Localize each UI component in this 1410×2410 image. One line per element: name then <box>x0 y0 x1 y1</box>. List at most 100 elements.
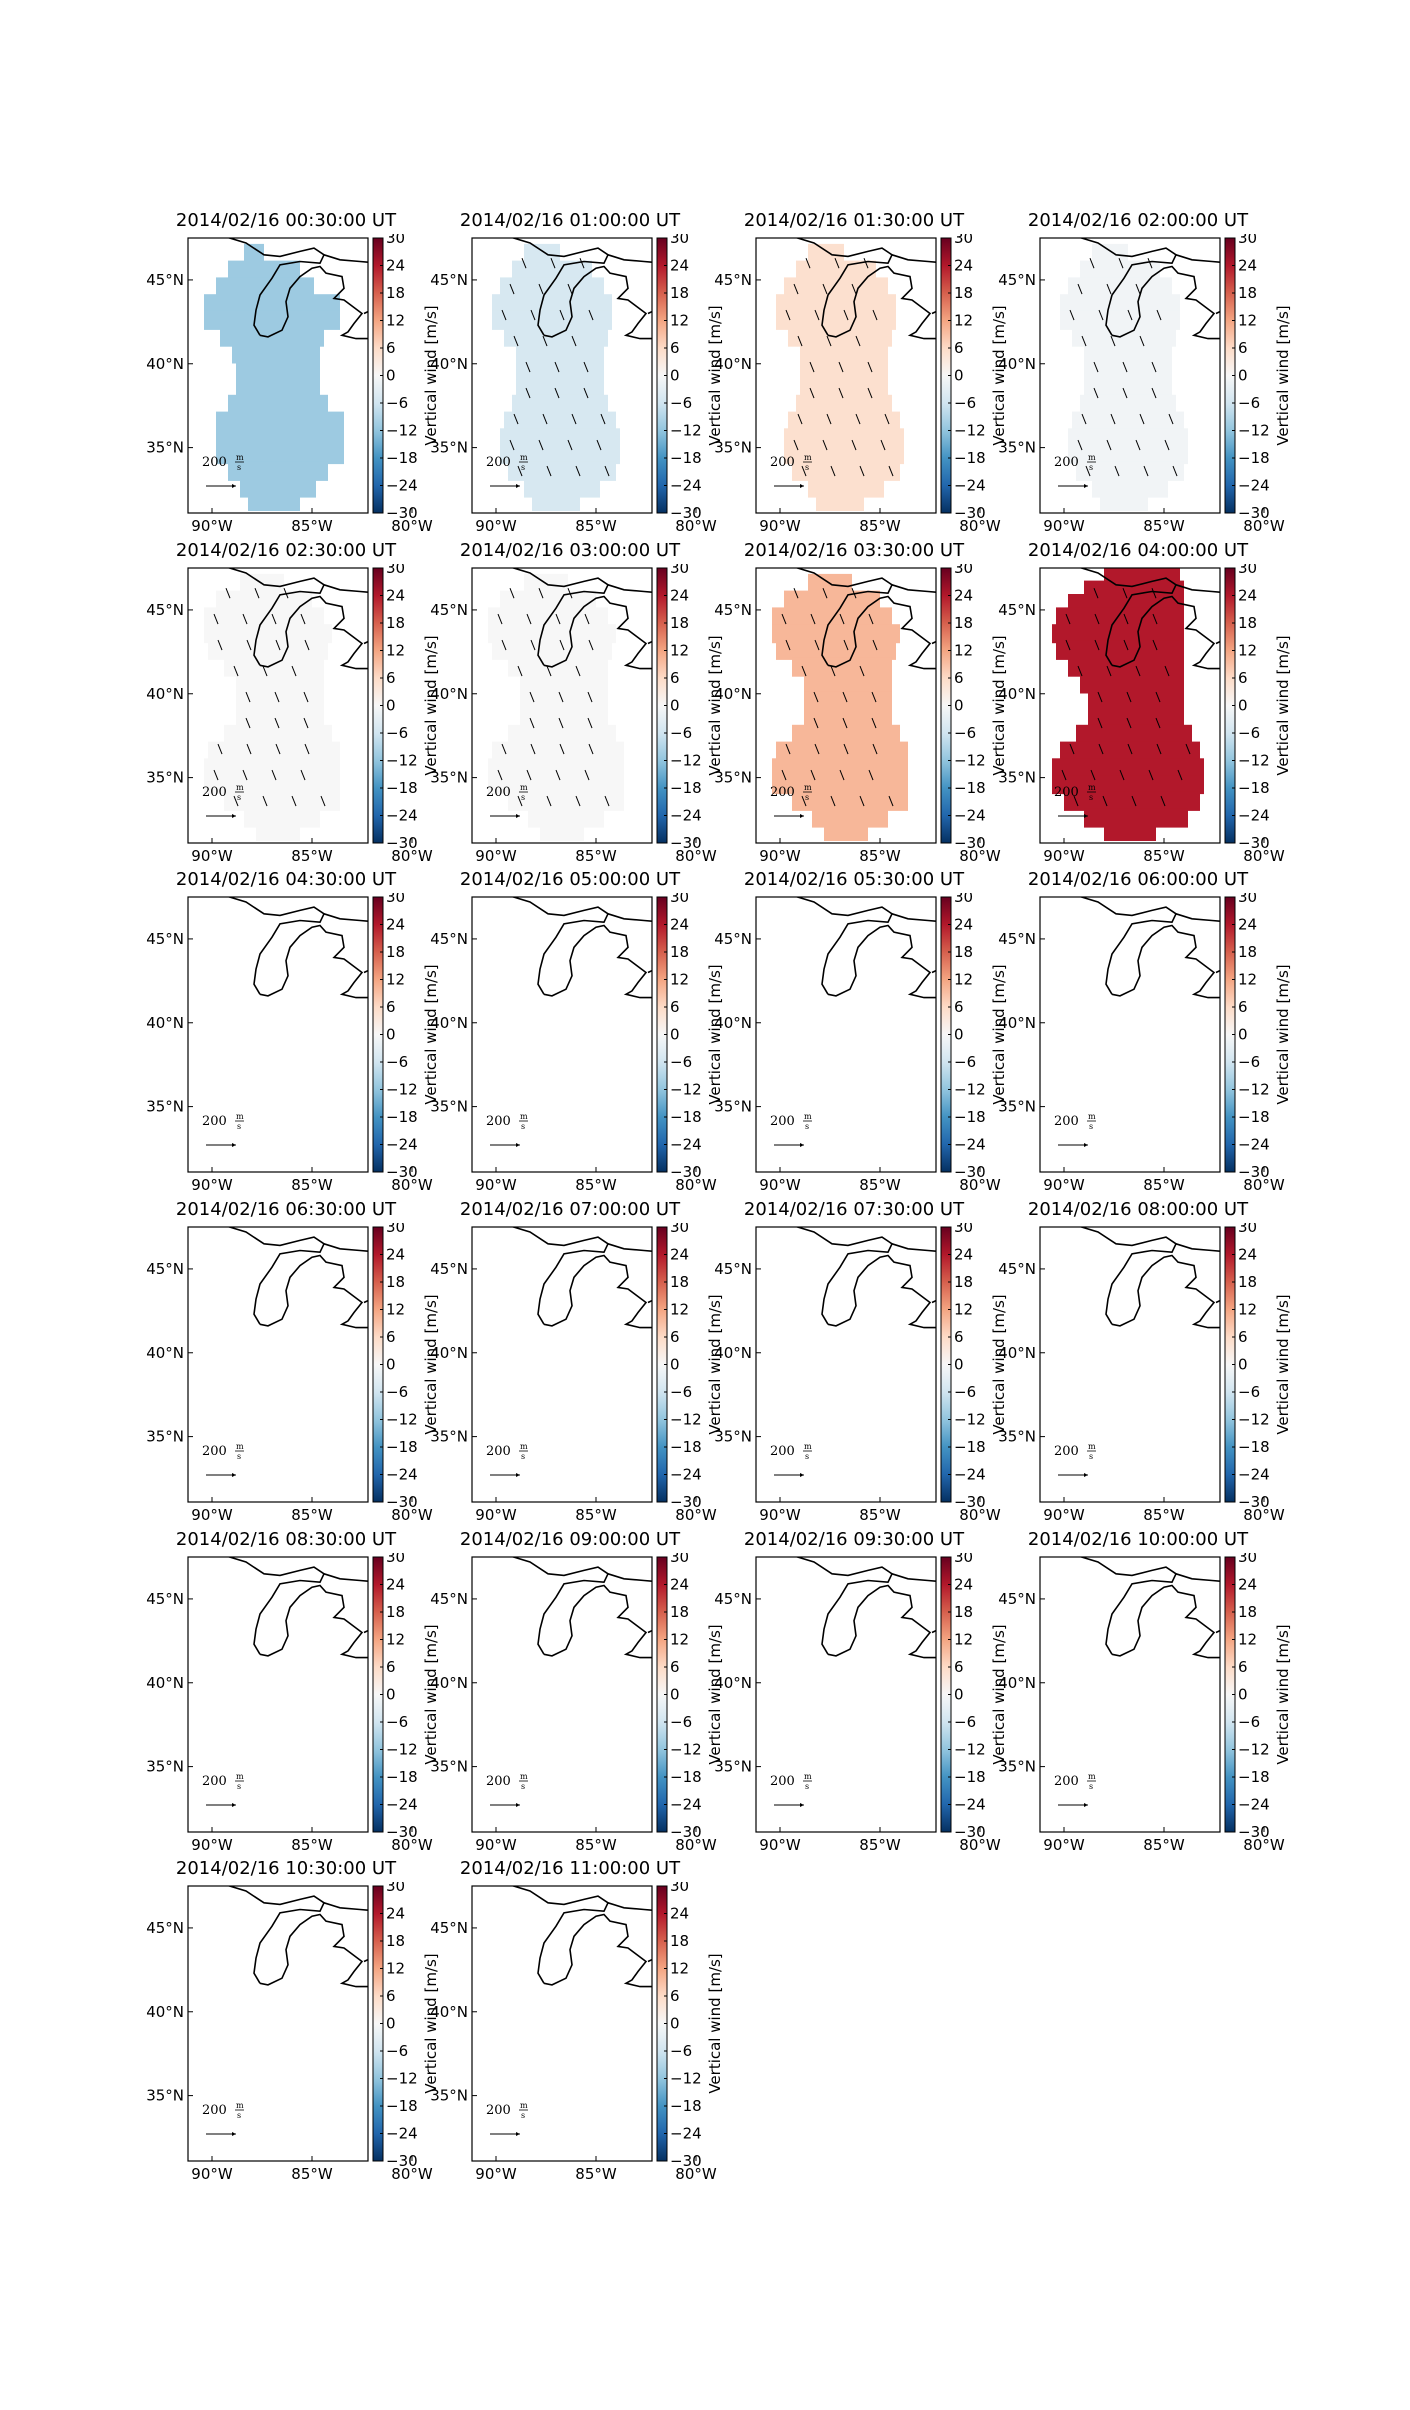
lon-tick-label: 80°W <box>391 2165 433 2183</box>
wind-cell-row <box>516 361 604 381</box>
lat-tick-label: 45°N <box>430 601 468 619</box>
wind-arrow <box>814 743 820 755</box>
wind-cell-row <box>508 791 624 811</box>
lat-tick-label: 40°N <box>998 1014 1036 1032</box>
colorbar-tick-label: 18 <box>386 943 405 961</box>
coastline <box>226 1886 368 1988</box>
coastline-path <box>510 897 610 995</box>
wind-arrow <box>579 258 585 269</box>
arrow-key-unit-num: m <box>804 453 812 462</box>
wind-arrow <box>1097 717 1103 729</box>
colorbar-tick-label: 6 <box>954 998 964 1016</box>
colorbar-tick-label: −18 <box>1238 779 1270 797</box>
arrow-key-value: 200 <box>1054 1774 1079 1789</box>
wind-arrow <box>1155 717 1161 729</box>
wind-arrow <box>262 795 268 807</box>
wind-arrow <box>839 769 845 781</box>
lat-tick-label: 35°N <box>430 1098 468 1116</box>
wind-cell-row <box>488 758 624 778</box>
panel-title: 2014/02/16 05:30:00 UT <box>743 869 965 890</box>
wind-arrow <box>233 795 239 807</box>
arrow-key-head <box>1084 1143 1088 1147</box>
colorbar-tick-label: 30 <box>954 1223 973 1236</box>
coastline-path <box>259 1254 368 1329</box>
map-panel: 2014/02/16 00:30:00 UT 200 m s 45°N 40°N 35°N 9… <box>143 210 453 568</box>
arrow-key-unit-num: m <box>236 453 244 462</box>
colorbar-tick-label: 18 <box>1238 284 1257 302</box>
coastline-path <box>1111 1584 1220 1659</box>
wind-arrow <box>1135 665 1141 677</box>
colorbar-tick-label: 24 <box>954 1576 973 1594</box>
colorbar-tick-label: −30 <box>954 1163 986 1181</box>
colorbar-label: Vertical wind [m/s] <box>706 964 724 1104</box>
colorbar-label: Vertical wind [m/s] <box>990 635 1008 775</box>
map-plot: 200 ms 45°N 40°N 35°N 90°W 85°W 80°W 30 24 18 12 6 0 −… <box>714 1223 1008 1524</box>
arrow-key-unit-num: m <box>520 1112 528 1121</box>
wind-arrow <box>785 309 791 321</box>
arrow-key-head <box>516 1143 520 1147</box>
wind-arrow <box>1160 795 1166 807</box>
coastline-path <box>259 1913 368 1988</box>
colorbar-tick-label: −24 <box>386 2125 418 2143</box>
wind-cell-row <box>500 445 620 465</box>
lon-tick-label: 85°W <box>1143 847 1185 865</box>
colorbar-tick-label: 24 <box>670 587 689 605</box>
wind-cell-row <box>208 741 340 761</box>
wind-cell-row <box>792 461 900 481</box>
wind-cell-row <box>788 327 892 347</box>
colorbar-tick-label: −24 <box>954 1796 986 1814</box>
colorbar-tick-label: −18 <box>1238 449 1270 467</box>
lon-tick-label: 85°W <box>291 1836 333 1854</box>
wind-arrow <box>1110 335 1116 347</box>
wind-cell-row <box>784 445 904 465</box>
wind-arrow <box>851 439 857 451</box>
colorbar-tick-label: −12 <box>386 1081 418 1099</box>
colorbar-tick-label: 6 <box>1238 339 1248 357</box>
lat-tick-label: 40°N <box>146 1344 184 1362</box>
wind-arrow <box>1069 309 1075 321</box>
wind-arrow <box>1172 465 1178 477</box>
colorbar-tick-label: −12 <box>1238 422 1270 440</box>
lat-tick-label: 45°N <box>146 930 184 948</box>
coastline <box>510 1557 652 1659</box>
lat-tick-label: 45°N <box>714 271 752 289</box>
colorbar-tick-label: 0 <box>1238 1026 1248 1044</box>
panel-title: 2014/02/16 00:30:00 UT <box>175 210 397 231</box>
wind-cell-row <box>216 445 344 465</box>
wind-arrow <box>810 613 816 625</box>
wind-cell-row <box>804 674 892 694</box>
lat-tick-label: 40°N <box>998 1344 1036 1362</box>
lat-tick-label: 45°N <box>146 271 184 289</box>
colorbar-tick-label: −24 <box>1238 1136 1270 1154</box>
lat-tick-label: 35°N <box>998 1428 1036 1446</box>
lon-tick-label: 90°W <box>759 1506 801 1524</box>
colorbar-label: Vertical wind [m/s] <box>706 635 724 775</box>
map-area <box>226 1886 368 1988</box>
map-panel: 2014/02/16 10:30:00 UT 200 m s 45°N 40°N 35°N 9… <box>143 1858 453 2216</box>
wind-arrow <box>509 439 515 451</box>
colorbar-tick-label: 0 <box>1238 1686 1248 1704</box>
wind-cell-row <box>792 657 892 677</box>
map-area <box>226 1557 368 1659</box>
wind-arrow <box>1122 361 1128 373</box>
arrow-key-head <box>516 814 520 818</box>
wind-arrow <box>1073 795 1079 807</box>
lat-tick-label: 45°N <box>430 1590 468 1608</box>
colorbar-tick-label: 24 <box>670 1576 689 1594</box>
colorbar-tick-label: −30 <box>670 504 702 522</box>
colorbar-tick-label: −30 <box>1238 1823 1270 1841</box>
wind-arrow <box>554 387 560 399</box>
coastline <box>510 1227 652 1329</box>
lon-tick-label: 90°W <box>1043 847 1085 865</box>
coastline <box>1078 1557 1220 1659</box>
coastline-path <box>543 924 652 999</box>
colorbar-tick-label: −24 <box>386 477 418 495</box>
map-panel: 2014/02/16 01:00:00 UT 200 m s 45°N 40°N 35°N 9… <box>427 210 737 568</box>
arrow-key-head <box>800 1473 804 1477</box>
coastline <box>510 568 652 670</box>
colorbar-tick-label: −30 <box>954 1823 986 1841</box>
map-area <box>1078 1557 1220 1659</box>
arrow-key-unit-den: s <box>1089 793 1093 802</box>
lon-tick-label: 85°W <box>291 2165 333 2183</box>
arrow-key-head <box>516 1803 520 1807</box>
